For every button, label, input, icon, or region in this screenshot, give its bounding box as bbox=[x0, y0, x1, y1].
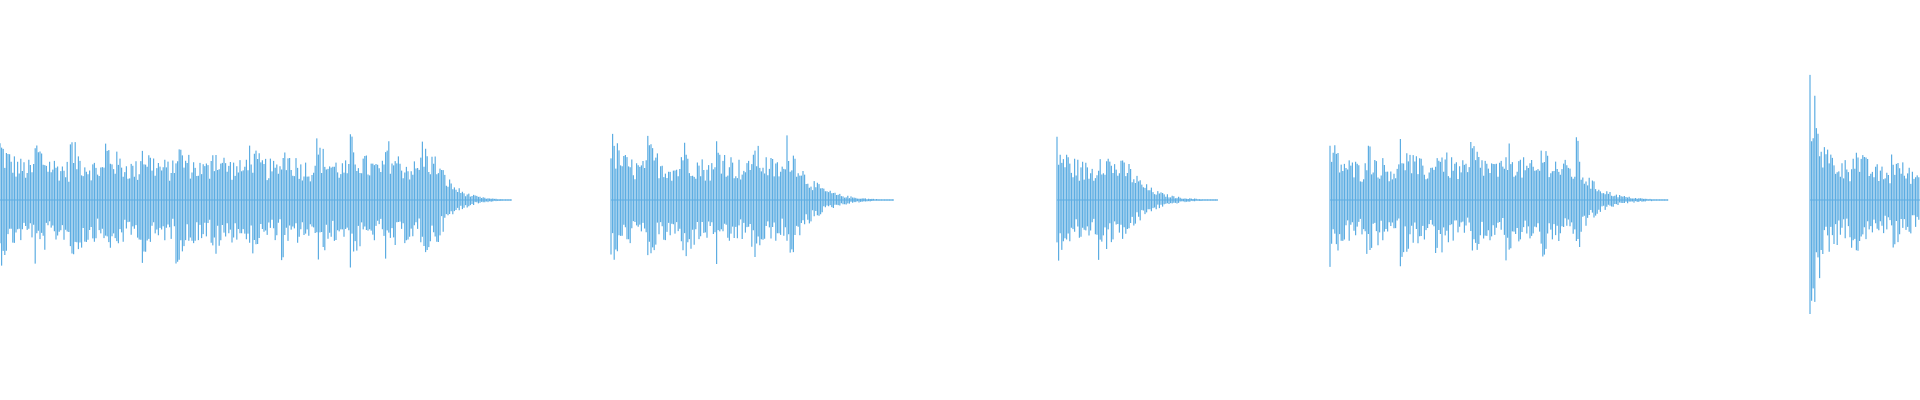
waveform-segment bbox=[1056, 136, 1218, 261]
waveform-samples bbox=[1809, 74, 1920, 314]
waveform-segment bbox=[1809, 74, 1920, 314]
waveform-samples bbox=[610, 133, 894, 264]
waveform-samples bbox=[1329, 137, 1669, 267]
waveform-segment bbox=[1329, 137, 1669, 267]
waveform-samples bbox=[0, 134, 511, 268]
waveform-samples bbox=[1056, 136, 1218, 261]
waveform-segment bbox=[0, 134, 512, 268]
waveform-segment bbox=[610, 133, 894, 264]
